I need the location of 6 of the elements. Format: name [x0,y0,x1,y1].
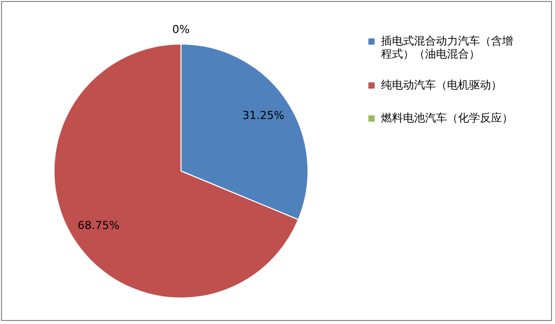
data-label: 68.75% [78,219,120,232]
text: 0% [172,23,190,36]
legend-label: 纯电动汽车（电机驱动） [381,78,502,92]
legend-label: 燃料电池汽车（化学反应） [381,112,513,124]
data-label: 31.25% [242,108,284,122]
legend-label: 插电式混合动力汽车（含增程式）（油电混合） [381,34,513,60]
